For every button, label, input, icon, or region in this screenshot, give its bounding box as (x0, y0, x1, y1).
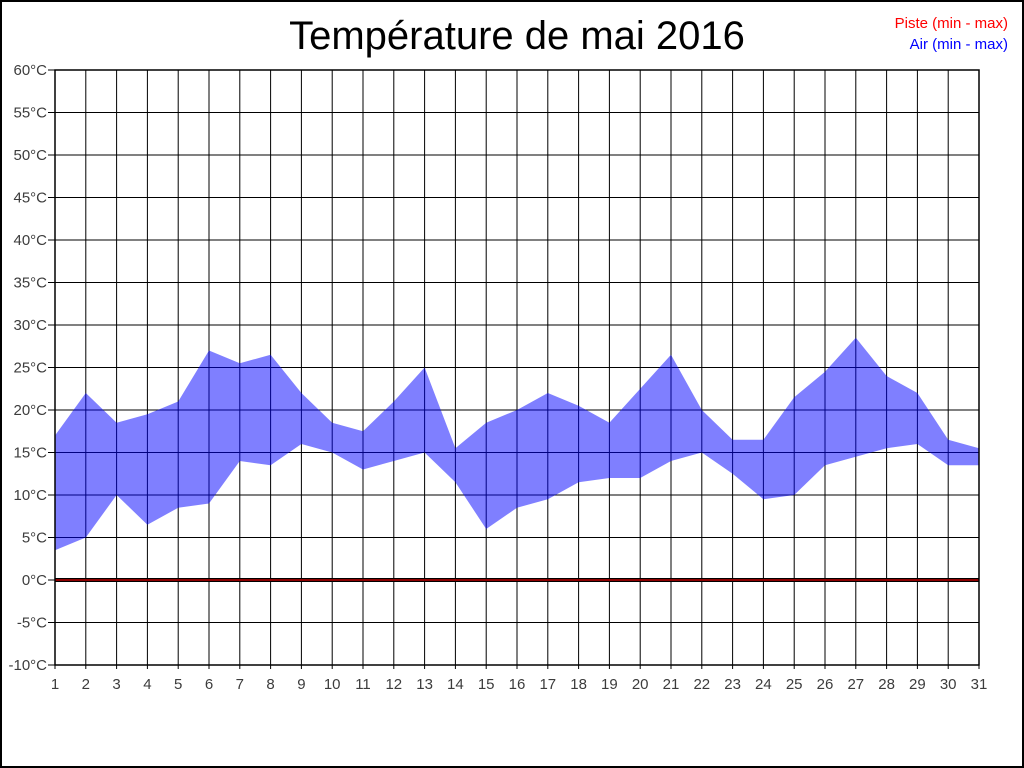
x-tick-label: 12 (385, 676, 402, 693)
x-tick-label: 15 (478, 676, 495, 693)
x-tick-label: 9 (297, 676, 305, 693)
y-tick-label: 5°C (22, 530, 47, 547)
x-tick-label: 23 (724, 676, 741, 693)
x-tick-label: 6 (205, 676, 213, 693)
x-tick-label: 28 (878, 676, 895, 693)
y-axis-labels: 60°C 55°C 50°C 45°C 40°C 35°C 30°C 25°C 20°C 15°C… (8, 62, 47, 674)
x-tick-label: 29 (909, 676, 926, 693)
x-tick-label: 20 (632, 676, 649, 693)
x-tick-label: 4 (143, 676, 151, 693)
x-tick-label: 26 (817, 676, 834, 693)
x-tick-label: 10 (324, 676, 341, 693)
x-tick-label: 1 (51, 676, 59, 693)
y-tick-label: -10°C (8, 657, 47, 674)
x-axis-labels: 1 2 3 4 5 6 7 8 9 10 11 12 13 14 15 16 17 18 19 20 21 22 23 24 2… (51, 676, 988, 693)
x-tick-label: 25 (786, 676, 803, 693)
x-tick-label: 13 (416, 676, 433, 693)
x-tick-label: 21 (663, 676, 680, 693)
x-tick-label: 14 (447, 676, 464, 693)
y-tick-label: 40°C (13, 232, 47, 249)
y-tick-label: 15°C (13, 445, 47, 462)
y-tick-label: 0°C (22, 572, 47, 589)
x-tick-label: 5 (174, 676, 182, 693)
y-tick-label: 25°C (13, 360, 47, 377)
y-tick-label: 20°C (13, 402, 47, 419)
x-tick-label: 22 (693, 676, 710, 693)
y-tick-label: 60°C (13, 62, 47, 79)
x-tick-label: 17 (539, 676, 556, 693)
y-tick-label: 50°C (13, 147, 47, 164)
x-tick-label: 2 (82, 676, 90, 693)
legend-air-label: Air (min - max) (909, 36, 1008, 53)
y-tick-label: 45°C (13, 190, 47, 207)
x-tick-label: 8 (266, 676, 274, 693)
legend: Piste (min - max) Air (min - max) (895, 13, 1008, 55)
x-tick-label: 24 (755, 676, 772, 693)
x-tick-label: 27 (847, 676, 864, 693)
plot-border (54, 69, 980, 666)
legend-piste-label: Piste (min - max) (894, 15, 1008, 32)
x-tick-label: 16 (509, 676, 526, 693)
x-tick-label: 18 (570, 676, 587, 693)
x-tick-label: 3 (112, 676, 120, 693)
x-tick-label: 31 (971, 676, 988, 693)
y-tick-label: 30°C (13, 317, 47, 334)
y-tick-label: 55°C (13, 105, 47, 122)
y-tick-label: -5°C (17, 615, 47, 632)
x-tick-label: 7 (236, 676, 244, 693)
x-tick-label: 19 (601, 676, 618, 693)
y-tick-label: 10°C (13, 487, 47, 504)
x-tick-label: 11 (355, 676, 371, 693)
air-minmax-band (55, 337, 979, 551)
chart-title: Température de mai 2016 (289, 14, 745, 58)
y-tick-label: 35°C (13, 275, 47, 292)
x-tick-label: 30 (940, 676, 957, 693)
